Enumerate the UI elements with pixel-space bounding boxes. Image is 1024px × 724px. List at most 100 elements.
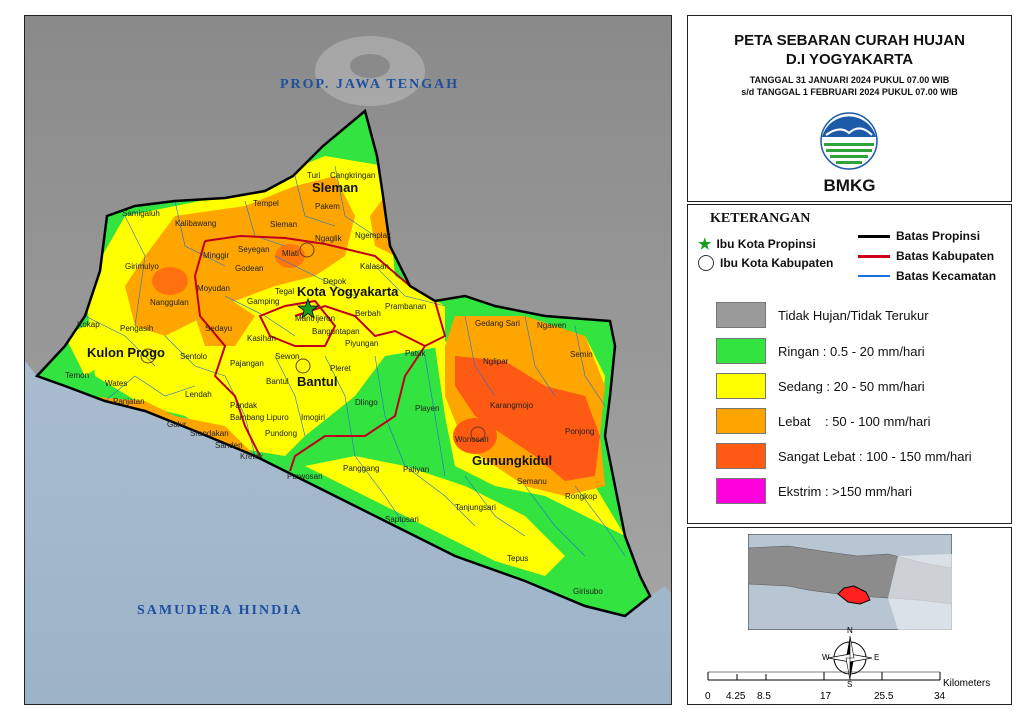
district-label: Seyegan xyxy=(238,245,270,254)
district-label: Saptosari xyxy=(385,515,419,524)
regency-label: Bantul xyxy=(297,374,337,389)
legend-class-heavy: Lebat : 50 - 100 mm/hari xyxy=(716,407,930,435)
district-label: Purwosari xyxy=(287,472,323,481)
inset-box: N S E W Kilometers 0 4.25 8.5 17 25.5 34 xyxy=(687,527,1012,705)
district-label: Cangkringan xyxy=(330,171,375,180)
circle-icon xyxy=(698,255,714,271)
district-label: Lendah xyxy=(185,390,212,399)
legend-swatch xyxy=(716,478,766,504)
label-prop-jawa-tengah: PROP. JAWA TENGAH xyxy=(280,77,459,92)
district-label: Semin xyxy=(570,350,593,359)
inset-locator-map xyxy=(748,534,952,630)
sea-area xyxy=(25,361,671,704)
map-frame[interactable]: PROP. JAWA TENGAH SAMUDERA HINDIA Sleman… xyxy=(24,15,672,705)
north-label: N xyxy=(847,626,853,635)
district-label: Tegal xyxy=(275,287,294,296)
district-borders xyxy=(84,165,626,557)
district-label: Ngaglik xyxy=(315,234,343,243)
scale-unit-label: Kilometers xyxy=(943,678,991,689)
regency-capital-circle-icon[interactable] xyxy=(299,242,315,258)
district-label: Karangmojo xyxy=(490,401,534,410)
scale-tick-label: 34 xyxy=(934,691,946,702)
scale-tick-label: 0 xyxy=(705,691,711,702)
district-label: Dlingo xyxy=(355,398,378,407)
legend-province-capital: ★ Ibu Kota Propinsi xyxy=(698,236,816,253)
district-label: Temon xyxy=(65,371,89,380)
district-label: Pajangan xyxy=(230,359,264,368)
district-label: Banguntapan xyxy=(312,327,360,336)
district-label: Minggir xyxy=(203,251,230,260)
regency-capital-circle-icon[interactable] xyxy=(470,426,486,442)
district-label: Mantrijeron xyxy=(295,314,335,323)
district-label: Bantul xyxy=(266,377,289,386)
district-label: Playen xyxy=(415,404,439,413)
district-label: Kasihan xyxy=(247,334,276,343)
south-label: S xyxy=(847,680,853,689)
district-label: Gamping xyxy=(247,297,279,306)
title-box: PETA SEBARAN CURAH HUJAN D.I YOGYAKARTA … xyxy=(687,15,1012,202)
district-label: Sleman xyxy=(270,220,297,229)
regency-label: Kulon Progo xyxy=(87,345,165,360)
district-label: Sentolo xyxy=(180,352,208,361)
legend-box: KETERANGAN ★ Ibu Kota Propinsi Ibu Kota … xyxy=(687,204,1012,524)
regency-label: Sleman xyxy=(312,180,358,195)
legend-class-very-heavy: Sangat Lebat : 100 - 150 mm/hari xyxy=(716,442,972,470)
district-label: Sedayu xyxy=(205,324,232,333)
bmkg-logo-icon xyxy=(820,112,878,170)
west-label: W xyxy=(822,653,830,662)
district-label: Piyungan xyxy=(345,339,378,348)
legend-regency-border: Batas Kabupaten xyxy=(858,249,994,263)
legend-swatch xyxy=(716,443,766,469)
scale-tick-label: 8.5 xyxy=(757,691,771,702)
district-label: Tanjungsari xyxy=(455,503,496,512)
district-label: Pakem xyxy=(315,202,340,211)
district-label: Panggang xyxy=(343,464,379,473)
district-label: Pleret xyxy=(330,364,352,373)
district-label: Nanggulan xyxy=(150,298,189,307)
district-label: Wonosari xyxy=(455,435,489,444)
district-label: Sewon xyxy=(275,352,299,361)
district-label: Srandakan xyxy=(190,429,229,438)
rainfall-map[interactable]: PROP. JAWA TENGAH SAMUDERA HINDIA Sleman… xyxy=(25,16,672,705)
district-label: Depok xyxy=(323,277,347,286)
map-subtitle: D.I YOGYAKARTA xyxy=(785,51,914,68)
district-label: Sanden xyxy=(215,441,243,450)
regency-label: Kota Yogyakarta xyxy=(297,284,399,299)
district-label: Mlati xyxy=(282,249,299,258)
district-label: Kalibawang xyxy=(175,219,216,228)
district-label: Semanu xyxy=(517,477,547,486)
district-label: Wates xyxy=(105,379,127,388)
district-label: Tempel xyxy=(253,199,279,208)
scale-tick-label: 4.25 xyxy=(726,691,746,702)
district-label: Turi xyxy=(307,171,321,180)
province-capital-star-icon[interactable] xyxy=(296,297,320,320)
regency-borders xyxy=(193,234,447,472)
east-label: E xyxy=(874,653,880,662)
legend-swatch xyxy=(716,373,766,399)
map-title: PETA SEBARAN CURAH HUJAN xyxy=(734,32,965,49)
district-label: Panjatan xyxy=(113,397,145,406)
district-label: Samigaluh xyxy=(122,209,160,218)
district-label: Kokap xyxy=(77,320,100,329)
scale-tick-label: 17 xyxy=(820,691,832,702)
date-range-start: TANGGAL 31 JANUARI 2024 PUKUL 07.00 WIB xyxy=(749,75,950,85)
agency-name: BMKG xyxy=(823,176,876,195)
district-label: Moyudan xyxy=(197,284,230,293)
district-label: Pandak xyxy=(230,401,258,410)
district-labels: Turi Cangkringan Tempel Pakem Samigaluh … xyxy=(65,171,603,596)
legend-swatch xyxy=(716,338,766,364)
blue-line-icon xyxy=(858,275,890,277)
regency-label: Gunungkidul xyxy=(472,453,552,468)
district-label: Prambanan xyxy=(385,302,426,311)
district-label: Godean xyxy=(235,264,263,273)
regency-capital-circle-icon[interactable] xyxy=(295,358,311,374)
north-arrow-icon xyxy=(827,635,873,681)
regency-capital-circle-icon[interactable] xyxy=(140,348,156,364)
volcano-peak-relief xyxy=(350,54,390,78)
district-label: Galur xyxy=(167,420,187,429)
district-label: Girisubo xyxy=(573,587,603,596)
legend-class-no-rain: Tidak Hujan/Tidak Terukur xyxy=(716,301,929,329)
district-label: Pundong xyxy=(265,429,297,438)
district-label: Tepus xyxy=(507,554,528,563)
legend-class-moderate: Sedang : 20 - 50 mm/hari xyxy=(716,372,925,400)
